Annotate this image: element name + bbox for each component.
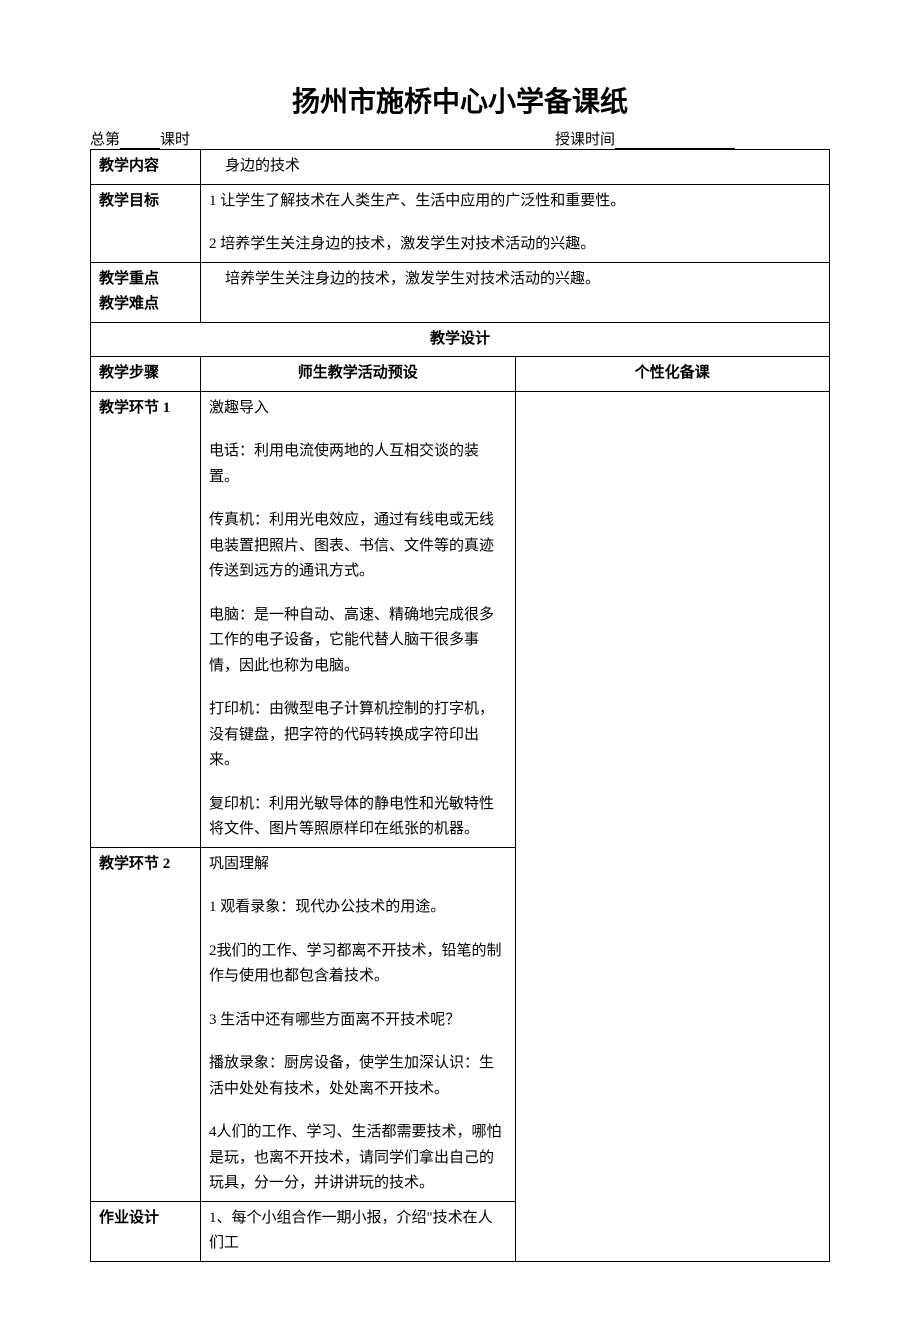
phase2-p2: 1 观看录象：现代办公技术的用途。 <box>209 895 507 921</box>
value-custom <box>515 391 830 1261</box>
row-column-headers: 教学步骤 师生教学活动预设 个性化备课 <box>91 357 830 392</box>
value-phase-2: 巩固理解 1 观看录象：现代办公技术的用途。 2我们的工作、学习都离不开技术，铅… <box>201 847 516 1201</box>
value-goal: 1 让学生了解技术在人类生产、生活中应用的广泛性和重要性。 2 培养学生关注身边… <box>201 184 830 262</box>
row-phase-1: 教学环节 1 激趣导入 电话：利用电流使两地的人互相交谈的装置。 传真机：利用光… <box>91 391 830 847</box>
period-blank <box>120 131 160 149</box>
page-title: 扬州市施桥中心小学备课纸 <box>90 80 830 120</box>
label-steps: 教学步骤 <box>91 357 201 392</box>
difficulty-label: 教学难点 <box>99 292 192 318</box>
row-content: 教学内容 身边的技术 <box>91 150 830 185</box>
goal-line-1: 1 让学生了解技术在人类生产、生活中应用的广泛性和重要性。 <box>209 189 821 215</box>
phase2-p5: 播放录象：厨房设备，使学生加深认识：生活中处处有技术，处处离不开技术。 <box>209 1051 507 1102</box>
phase1-p5: 打印机：由微型电子计算机控制的打字机，没有键盘，把字符的代码转换成字符印出来。 <box>209 697 507 774</box>
phase1-p2: 电话：利用电流使两地的人互相交谈的装置。 <box>209 439 507 490</box>
header-left-prefix: 总第 <box>90 132 120 148</box>
label-phase-2: 教学环节 2 <box>91 847 201 1201</box>
header-right: 授课时间 <box>460 128 830 149</box>
label-goal: 教学目标 <box>91 184 201 262</box>
header-left-suffix: 课时 <box>160 132 190 148</box>
header-row: 总第 课时 授课时间 <box>90 128 830 149</box>
design-header: 教学设计 <box>91 322 830 357</box>
label-phase-1: 教学环节 1 <box>91 391 201 847</box>
phase2-p6: 4人们的工作、学习、生活都需要技术，哪怕是玩，也离不开技术，请同学们拿出自己的玩… <box>209 1120 507 1197</box>
label-activity: 师生教学活动预设 <box>201 357 516 392</box>
phase2-p3: 2我们的工作、学习都离不开技术，铅笔的制作与使用也都包含着技术。 <box>209 939 507 990</box>
phase1-p6: 复印机：利用光敏导体的静电性和光敏特性将文件、图片等照原样印在纸张的机器。 <box>209 792 507 843</box>
value-focus: 培养学生关注身边的技术，激发学生对技术活动的兴趣。 <box>201 262 830 322</box>
label-focus: 教学重点 教学难点 <box>91 262 201 322</box>
value-phase-1: 激趣导入 电话：利用电流使两地的人互相交谈的装置。 传真机：利用光电效应，通过有… <box>201 391 516 847</box>
row-focus: 教学重点 教学难点 培养学生关注身边的技术，激发学生对技术活动的兴趣。 <box>91 262 830 322</box>
label-content: 教学内容 <box>91 150 201 185</box>
value-homework: 1、每个小组合作一期小报，介绍"技术在人们工 <box>201 1201 516 1261</box>
row-goal: 教学目标 1 让学生了解技术在人类生产、生活中应用的广泛性和重要性。 2 培养学… <box>91 184 830 262</box>
value-content: 身边的技术 <box>201 150 830 185</box>
row-design-header: 教学设计 <box>91 322 830 357</box>
header-right-label: 授课时间 <box>555 132 615 148</box>
phase1-p3: 传真机：利用光电效应，通过有线电或无线电装置把照片、图表、书信、文件等的真迹传送… <box>209 508 507 585</box>
phase2-p1: 巩固理解 <box>209 852 507 878</box>
goal-line-2: 2 培养学生关注身边的技术，激发学生对技术活动的兴趣。 <box>209 232 821 258</box>
label-homework: 作业设计 <box>91 1201 201 1261</box>
time-blank <box>615 131 735 149</box>
phase2-p4: 3 生活中还有哪些方面离不开技术呢？ <box>209 1008 507 1034</box>
phase1-p4: 电脑：是一种自动、高速、精确地完成很多工作的电子设备，它能代替人脑干很多事情，因… <box>209 603 507 680</box>
header-left: 总第 课时 <box>90 128 460 149</box>
label-custom: 个性化备课 <box>515 357 830 392</box>
lesson-table: 教学内容 身边的技术 教学目标 1 让学生了解技术在人类生产、生活中应用的广泛性… <box>90 149 830 1262</box>
phase1-p1: 激趣导入 <box>209 396 507 422</box>
focus-label: 教学重点 <box>99 267 192 293</box>
